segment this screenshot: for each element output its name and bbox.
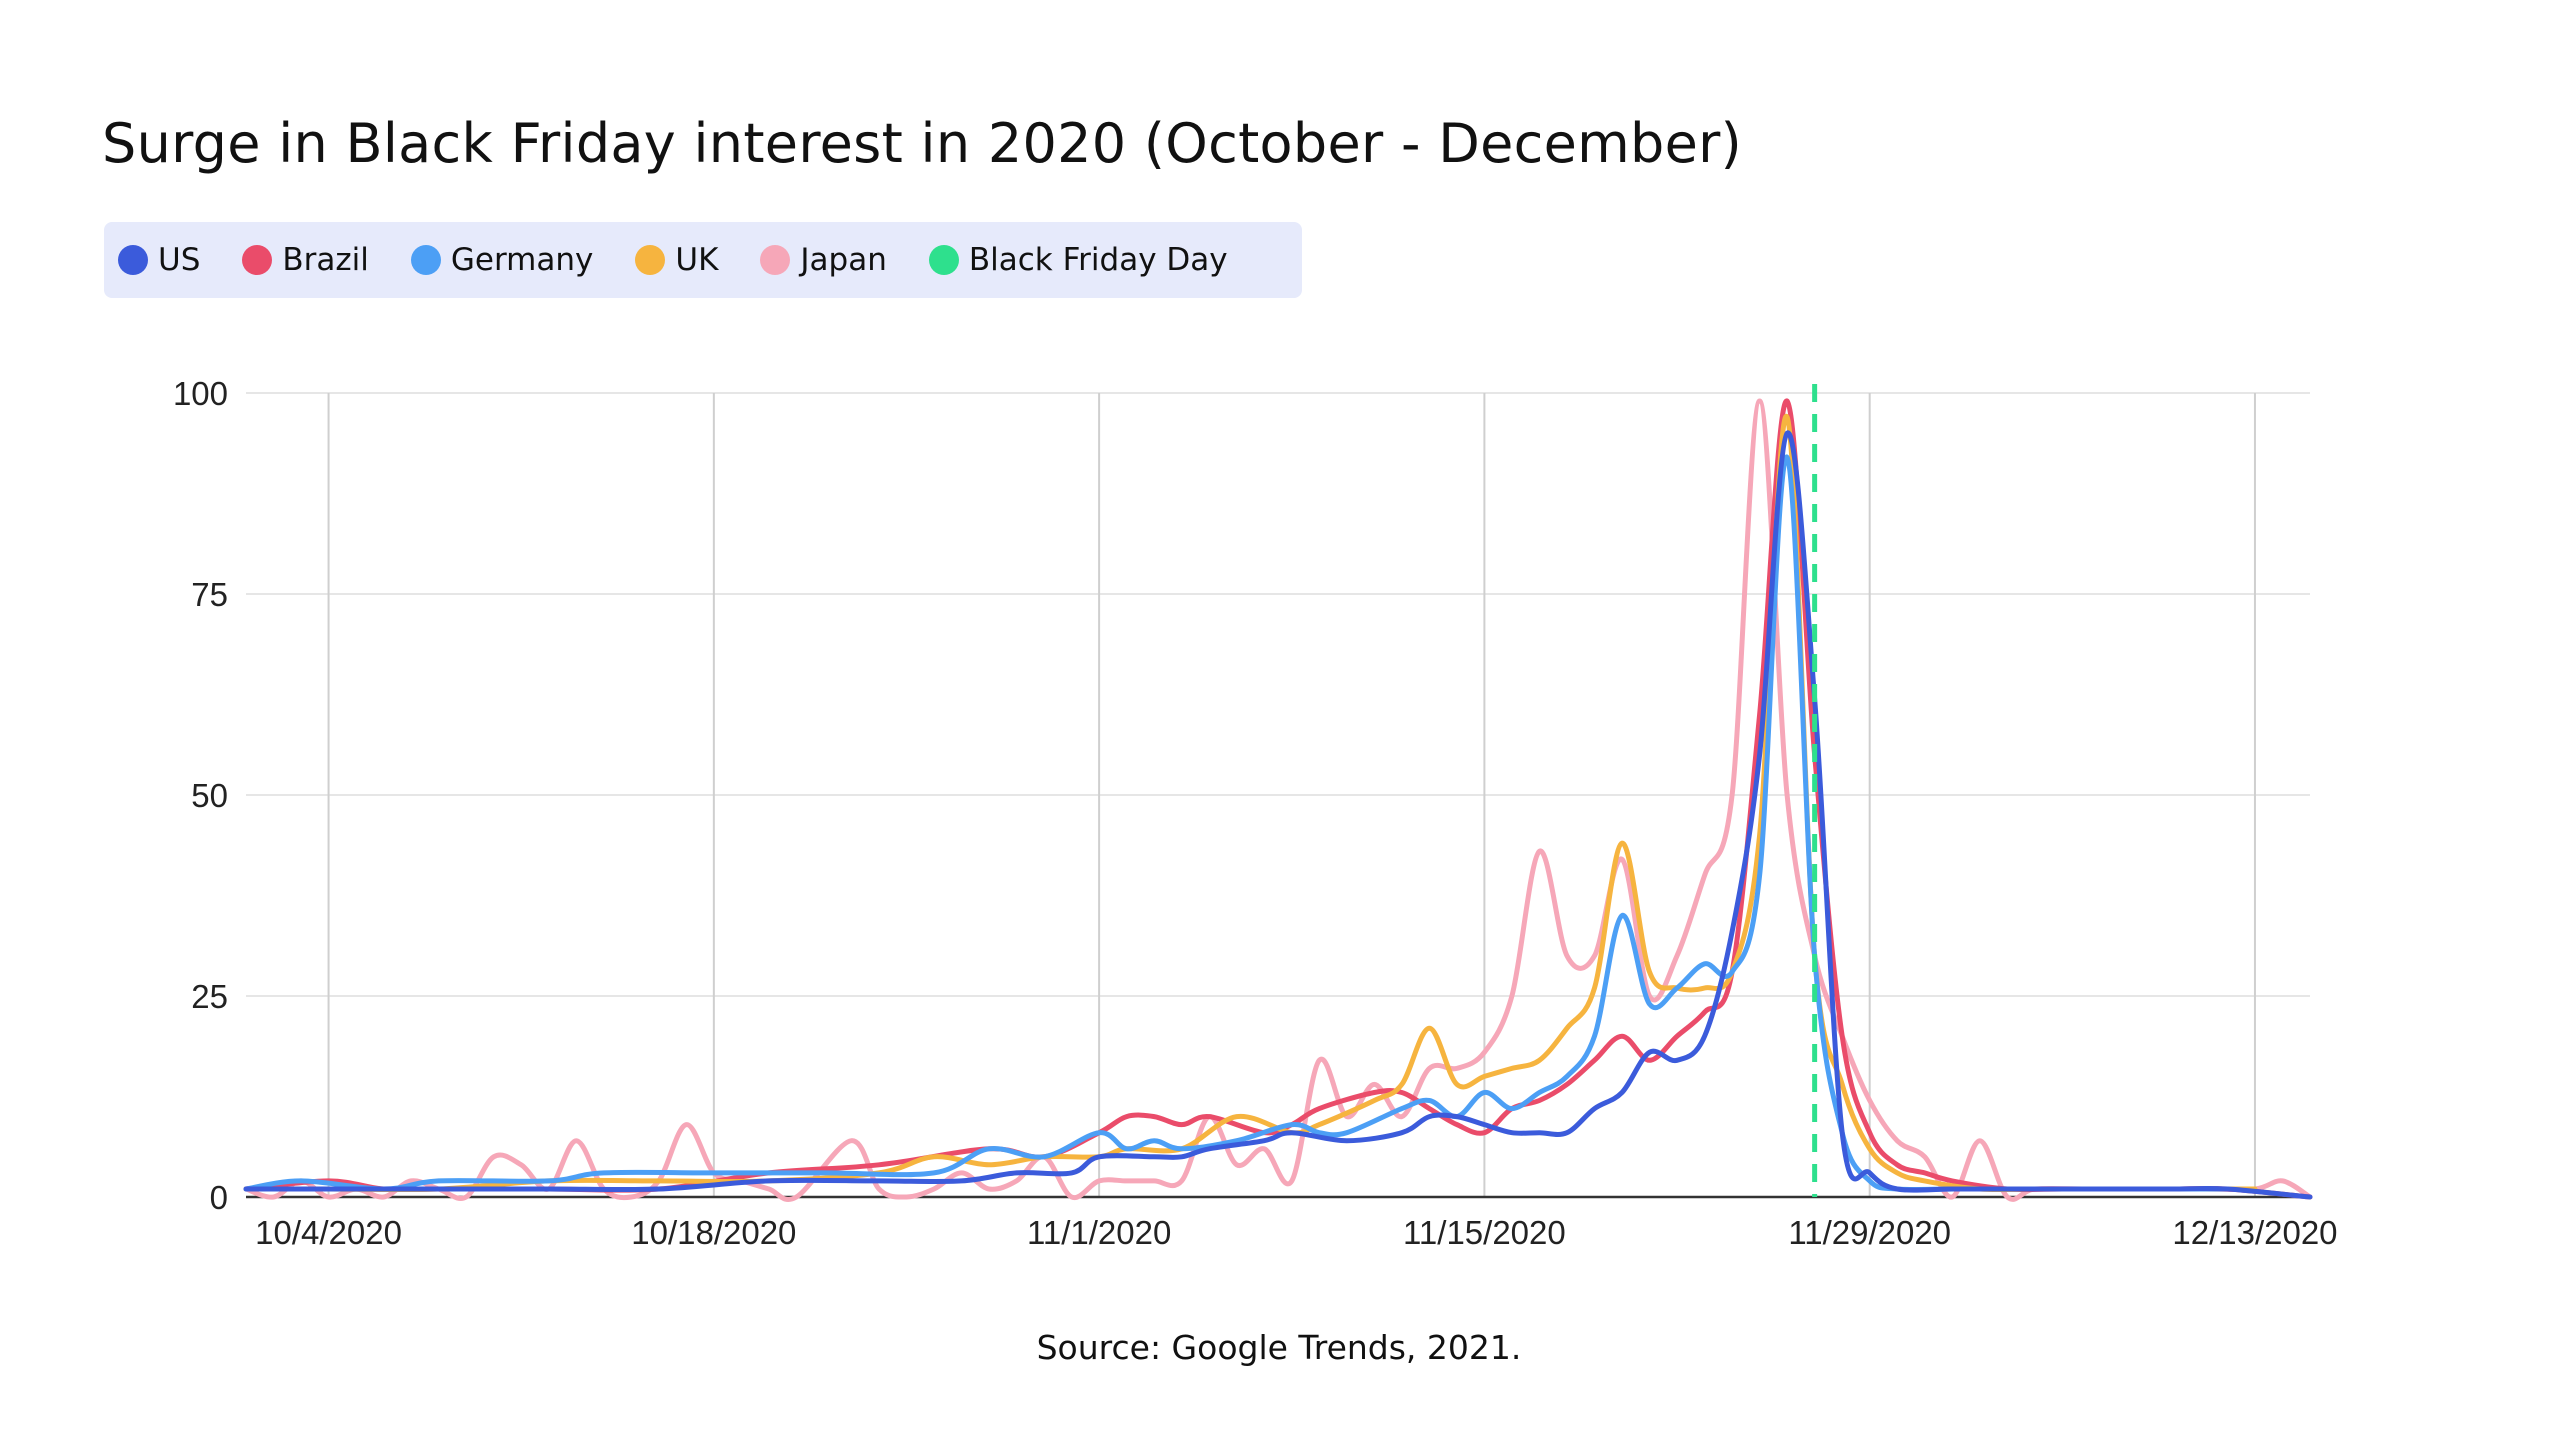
legend-label: Brazil [282,242,369,278]
x-tick-label: 11/1/2020 [1027,1214,1171,1251]
legend-label: Germany [450,242,594,278]
y-tick-label: 75 [191,576,228,613]
x-tick-label: 11/15/2020 [1403,1214,1566,1251]
y-tick-label: 25 [191,978,228,1015]
series-line-brazil [243,398,2313,1200]
series-line-germany [243,454,2230,1193]
x-tick-label: 11/29/2020 [1788,1214,1951,1251]
legend-label: US [158,242,201,278]
legend-marker [410,245,441,275]
legend-item-japan: Japan [760,242,887,278]
x-tick-label: 10/4/2020 [255,1214,402,1251]
legend-item-uk: UK [635,242,718,278]
legend-marker [760,245,791,275]
y-tick-label: 50 [191,777,228,814]
legend: US Brazil Germany UK Japan Black Friday Day [104,222,1302,298]
legend-label: UK [675,242,719,278]
legend-item-us: US [118,242,200,278]
source-note: Source: Google Trends, 2021. [1036,1328,1522,1367]
legend-marker [635,245,666,275]
y-tick-label: 0 [210,1179,228,1216]
chart-title: Surge in Black Friday interest in 2020 (… [102,112,1742,175]
legend-item-brazil: Brazil [242,242,369,278]
legend-marker [118,245,148,275]
y-tick-label: 100 [173,375,228,412]
series-line-japan [243,398,2313,1202]
series-line-us [243,430,2313,1200]
legend-label: Black Friday Day [968,242,1228,278]
x-tick-label: 12/13/2020 [2172,1214,2337,1251]
legend-marker [242,245,273,275]
x-tick-label: 10/18/2020 [631,1214,796,1251]
legend-item-germany: Germany [410,242,594,278]
legend-marker [928,245,959,275]
series-line-uk [243,414,2258,1193]
legend-label: Japan [800,242,887,278]
legend-item-black-friday-day: Black Friday Day [928,242,1228,278]
